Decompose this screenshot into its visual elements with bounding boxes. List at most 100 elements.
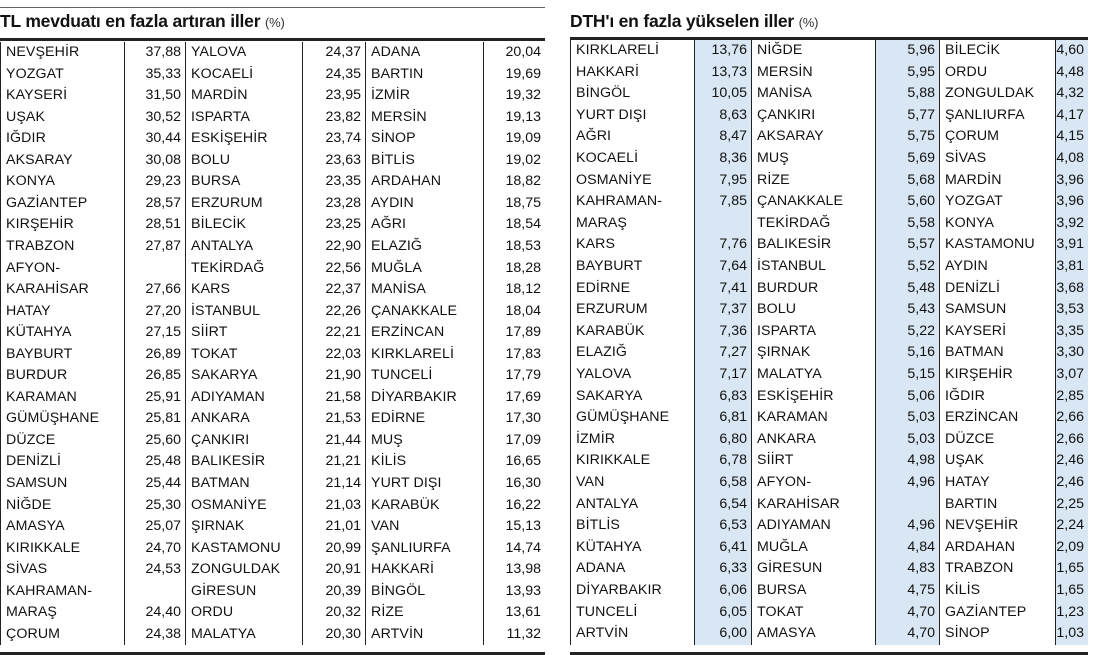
table-row: BURSA 23,35: [185, 171, 365, 193]
province-name: DENİZLİ: [6, 453, 62, 470]
column-divider: [365, 42, 366, 646]
table-column: BİLECİK 4,60 ORDU 4,48 ZONGULDAK 4,32 ŞANLIURF…: [939, 40, 1088, 645]
percent-value: 13,73: [711, 63, 747, 80]
table-row: MARDİN 23,95: [185, 85, 365, 107]
percent-value: 22,21: [325, 324, 361, 341]
table-row: MANİSA 18,12: [365, 279, 545, 301]
province-name: BİLECİK: [191, 216, 247, 233]
percent-value: 18,82: [505, 173, 541, 190]
percent-value: 20,39: [325, 582, 361, 599]
table-row: TUNCELİ 17,79: [365, 365, 545, 387]
percent-value: 23,28: [325, 194, 361, 211]
province-name: UŞAK: [6, 108, 46, 125]
percent-value: 16,30: [505, 475, 541, 491]
percent-value: 5,52: [907, 258, 935, 274]
percent-value: 28,51: [145, 216, 181, 233]
percent-value: 22,37: [325, 281, 361, 298]
percent-value: 4,83: [907, 560, 935, 577]
table-row: GAZİANTEP 28,57: [0, 193, 185, 215]
percent-value: 25,48: [145, 453, 181, 470]
province-name: VAN: [371, 518, 400, 535]
table-row: YURT DIŞI 8,63: [570, 105, 751, 127]
table-row: ADIYAMAN 4,96: [751, 515, 939, 537]
province-name: NİĞDE: [6, 496, 52, 513]
dth-table: KIRKLARELİ 13,76 HAKKARİ 13,73 BİNGÖL 10,05 YU…: [570, 40, 1088, 648]
table-row: ÇORUM 4,15: [939, 126, 1088, 148]
title-unit: (%): [798, 15, 819, 30]
percent-value: 18,12: [505, 281, 541, 298]
table-row: KÜTAHYA 27,15: [0, 322, 185, 344]
province-name: TUNCELİ: [576, 603, 638, 620]
column-divider: [185, 42, 186, 646]
column-divider: [302, 42, 303, 646]
table-row: TUNCELİ 6,05: [570, 602, 751, 624]
province-name: YALOVA: [191, 44, 247, 60]
table-row: ZONGULDAK 20,91: [185, 559, 365, 581]
header-rule: [0, 38, 545, 41]
percent-value: 3,53: [1056, 301, 1084, 318]
percent-value: 17,69: [505, 388, 541, 405]
province-name: SİNOP: [945, 625, 990, 642]
bottom-rule: [0, 652, 545, 655]
province-name: ŞANLIURFA: [945, 106, 1025, 123]
table-row: BİTLİS 19,02: [365, 150, 545, 172]
province-name: SİVAS: [945, 150, 987, 166]
percent-value: 4,96: [907, 517, 935, 534]
province-name: GİRESUN: [757, 560, 823, 577]
table-row: KARABÜK 16,22: [365, 495, 545, 517]
province-name: ANTALYA: [191, 237, 254, 254]
table-row: ŞIRNAK 5,16: [751, 342, 939, 364]
percent-value: 6,81: [719, 409, 747, 426]
table-row: TEKİRDAĞ 22,56: [185, 258, 365, 280]
percent-value: 6,41: [719, 538, 747, 555]
percent-value: 8,47: [719, 128, 747, 145]
percent-value: 4,15: [1056, 128, 1084, 145]
table-row: KASTAMONU 3,91: [939, 234, 1088, 256]
province-name: ARDAHAN: [945, 538, 1016, 555]
percent-value: 23,25: [325, 216, 361, 233]
table-row: ADIYAMAN 21,58: [185, 387, 365, 409]
table-row: İZMİR 6,80: [570, 429, 751, 451]
table-row: KIRKLARELİ 13,76: [570, 40, 751, 62]
percent-value: 1,03: [1056, 625, 1084, 642]
province-name: MALATYA: [191, 625, 256, 642]
percent-value: 19,09: [505, 130, 541, 147]
province-name: ZONGULDAK: [945, 85, 1035, 102]
province-name: MANİSA: [757, 85, 812, 102]
province-name: ESKİŞEHİR: [757, 387, 834, 404]
province-name: BAYBURT: [6, 345, 73, 362]
province-name: BOLU: [191, 151, 231, 168]
percent-value: 25,60: [145, 431, 181, 448]
table-row: ELAZIĞ 7,27: [570, 342, 751, 364]
province-name: KAHRAMAN-: [576, 193, 663, 210]
percent-value: 1,65: [1056, 582, 1084, 598]
province-name: BARTIN: [371, 65, 424, 82]
percent-value: 29,23: [145, 173, 181, 190]
table-row: KIRIKKALE 6,78: [570, 450, 751, 472]
province-name: YURT DIŞI: [371, 475, 442, 491]
province-name: ISPARTA: [757, 322, 817, 339]
province-name: YALOVA: [576, 366, 632, 382]
percent-value: 3,68: [1056, 279, 1084, 296]
province-name: SİİRT: [757, 452, 794, 469]
province-name: BİTLİS: [371, 151, 415, 168]
percent-value: 2,25: [1056, 495, 1084, 512]
percent-value: 35,33: [145, 65, 181, 82]
table-row: IĞDIR 30,44: [0, 128, 185, 150]
percent-value: 14,74: [505, 539, 541, 556]
percent-value: 5,96: [907, 42, 935, 58]
table-row: ESKİŞEHİR 23,74: [185, 128, 365, 150]
province-name: BİTLİS: [576, 517, 620, 534]
percent-value: 30,44: [145, 130, 181, 147]
table-row: RİZE 5,68: [751, 170, 939, 192]
table-row: VAN 6,58: [570, 472, 751, 494]
percent-value: 5,16: [907, 344, 935, 361]
province-name: ORDU: [191, 604, 234, 621]
title-unit: (%): [265, 15, 285, 30]
table-row: DÜZCE 25,60: [0, 430, 185, 452]
percent-value: 3,92: [1056, 214, 1084, 231]
percent-value: 5,48: [907, 279, 935, 296]
province-name: UŞAK: [945, 452, 985, 469]
table-row: AĞRI 8,47: [570, 126, 751, 148]
province-name: SİİRT: [191, 324, 228, 341]
